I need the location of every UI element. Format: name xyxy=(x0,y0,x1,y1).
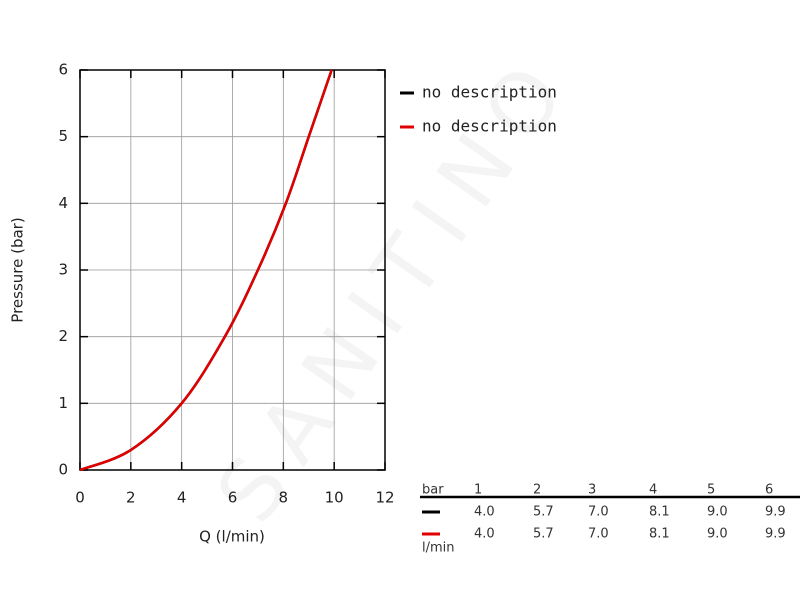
table-cell: 9.9 xyxy=(765,505,786,520)
table-cell: 5.7 xyxy=(533,527,554,542)
x-tick-label: 6 xyxy=(228,489,238,507)
table-unit: l/min xyxy=(422,541,455,556)
table-cell: 9.9 xyxy=(765,527,786,542)
x-axis-label: Q (l/min) xyxy=(199,528,265,546)
y-tick-label: 2 xyxy=(58,327,68,345)
y-tick-label: 3 xyxy=(58,261,68,279)
table-cell: 8.1 xyxy=(649,527,670,542)
y-tick-label: 1 xyxy=(58,394,68,412)
x-tick-label: 4 xyxy=(177,489,187,507)
legend-label: no description xyxy=(422,83,557,102)
y-tick-label: 5 xyxy=(58,127,68,145)
x-tick-label: 12 xyxy=(375,489,394,507)
y-axis-label: Pressure (bar) xyxy=(9,217,27,322)
table-header: 6 xyxy=(765,483,773,498)
x-tick-label: 10 xyxy=(325,489,344,507)
table-header: 1 xyxy=(474,483,482,498)
table-header: 4 xyxy=(649,483,657,498)
table-header: 3 xyxy=(588,483,596,498)
table-header: bar xyxy=(422,483,444,498)
x-tick-label: 0 xyxy=(75,489,85,507)
table-header: 5 xyxy=(707,483,715,498)
table-cell: 4.0 xyxy=(474,527,495,542)
table-header: 2 xyxy=(533,483,541,498)
table-cell: 7.0 xyxy=(588,505,609,520)
series-line xyxy=(79,69,333,472)
x-tick-label: 2 xyxy=(126,489,136,507)
table-cell: 7.0 xyxy=(588,527,609,542)
watermark: SANITINO xyxy=(197,34,592,540)
x-tick-label: 8 xyxy=(279,489,289,507)
table-cell: 9.0 xyxy=(707,505,728,520)
y-tick-label: 0 xyxy=(58,461,68,479)
legend-label: no description xyxy=(422,117,557,136)
table-cell: 9.0 xyxy=(707,527,728,542)
table-cell: 5.7 xyxy=(533,505,554,520)
table-cell: 8.1 xyxy=(649,505,670,520)
y-tick-label: 4 xyxy=(58,194,68,212)
table-cell: 4.0 xyxy=(474,505,495,520)
y-tick-label: 6 xyxy=(58,61,68,79)
plot-frame xyxy=(79,69,386,471)
